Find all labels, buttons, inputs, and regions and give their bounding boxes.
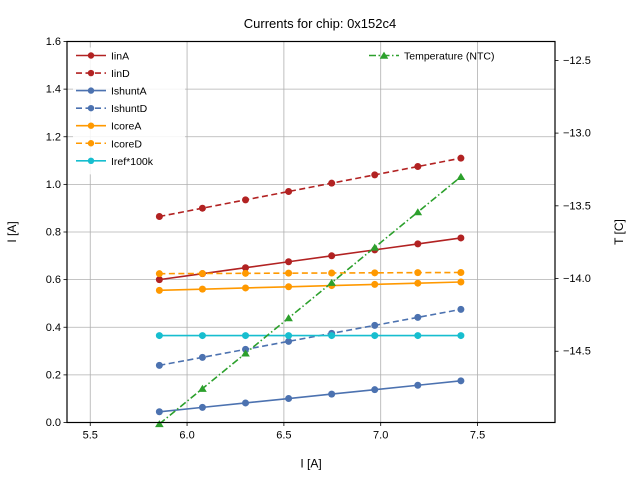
svg-text:−13.5: −13.5	[563, 200, 591, 212]
svg-text:7.5: 7.5	[470, 430, 485, 442]
svg-text:IcoreD: IcoreD	[111, 138, 142, 150]
svg-text:I [A]: I [A]	[5, 221, 19, 242]
svg-text:0.4: 0.4	[46, 322, 61, 334]
svg-text:Iref*100k: Iref*100k	[111, 156, 154, 168]
svg-text:1.6: 1.6	[46, 36, 61, 48]
svg-text:−13.0: −13.0	[563, 128, 591, 140]
svg-text:1.4: 1.4	[46, 84, 61, 96]
svg-text:T [C]: T [C]	[612, 219, 626, 245]
svg-text:IinA: IinA	[111, 51, 129, 63]
svg-text:IinD: IinD	[111, 68, 130, 80]
svg-text:1.2: 1.2	[46, 131, 61, 143]
svg-text:6.5: 6.5	[276, 430, 291, 442]
svg-text:IshuntA: IshuntA	[111, 86, 147, 98]
svg-text:−12.5: −12.5	[563, 55, 591, 67]
svg-text:Temperature (NTC): Temperature (NTC)	[404, 51, 494, 63]
svg-text:0.2: 0.2	[46, 369, 61, 381]
svg-text:6.0: 6.0	[179, 430, 194, 442]
svg-text:0.8: 0.8	[46, 227, 61, 239]
svg-text:0.0: 0.0	[46, 417, 61, 429]
svg-text:0.6: 0.6	[46, 274, 61, 286]
svg-text:1.0: 1.0	[46, 179, 61, 191]
svg-text:5.5: 5.5	[83, 430, 98, 442]
svg-text:−14.0: −14.0	[563, 273, 591, 285]
svg-text:7.0: 7.0	[373, 430, 388, 442]
svg-text:Currents for chip: 0x152c4: Currents for chip: 0x152c4	[244, 16, 396, 31]
svg-text:IshuntD: IshuntD	[111, 103, 148, 115]
svg-text:IcoreA: IcoreA	[111, 121, 141, 133]
svg-text:I [A]: I [A]	[300, 457, 321, 471]
svg-text:−14.5: −14.5	[563, 346, 591, 358]
